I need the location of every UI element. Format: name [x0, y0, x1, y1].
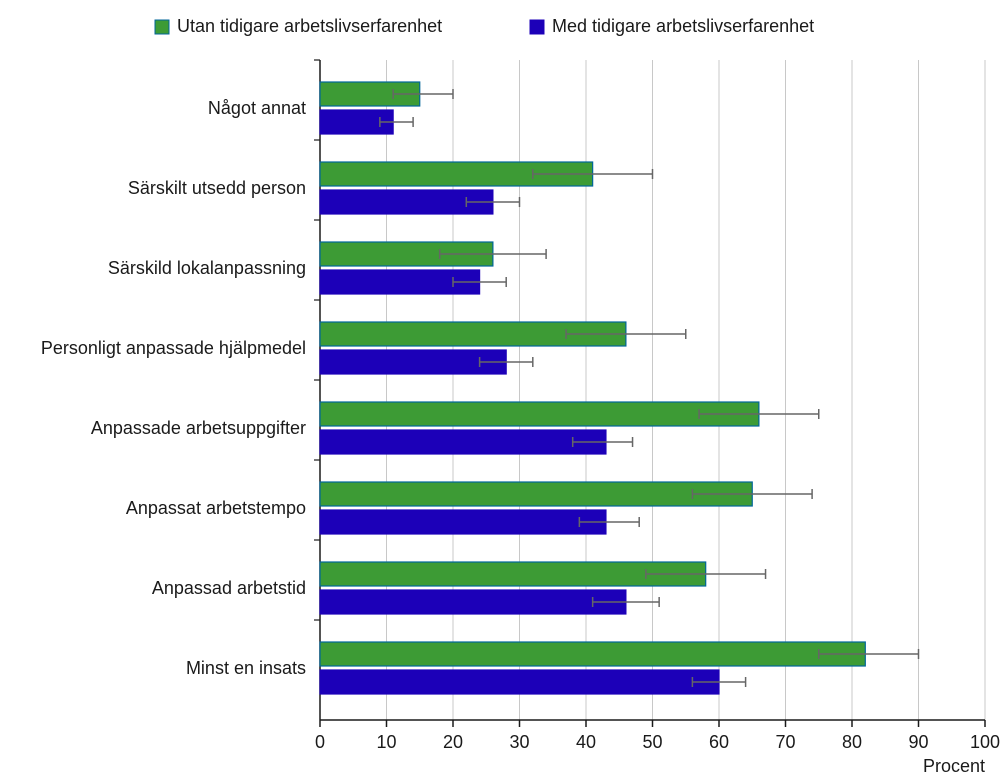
x-tick-label: 50: [642, 732, 662, 752]
category-label: Anpassat arbetstempo: [126, 498, 306, 518]
chart-container: 0 10 20 30 40 50 60 70 80 90 100 Procent Något annat…: [0, 0, 1005, 778]
x-tick-label: 100: [970, 732, 1000, 752]
category-label: Anpassade arbetsuppgifter: [91, 418, 306, 438]
bar: [320, 642, 865, 666]
x-tick-label: 20: [443, 732, 463, 752]
x-tick-label: 10: [376, 732, 396, 752]
category-label: Något annat: [208, 98, 306, 118]
category-label: Särskild lokalanpassning: [108, 258, 306, 278]
bar: [320, 670, 719, 694]
x-tick-label: 40: [576, 732, 596, 752]
bar: [320, 482, 752, 506]
legend-label: Med tidigare arbetslivserfarenhet: [552, 16, 814, 36]
legend-swatch: [155, 20, 169, 34]
x-tick-label: 70: [775, 732, 795, 752]
bar: [320, 402, 759, 426]
x-axis-title: Procent: [923, 756, 985, 776]
legend-label: Utan tidigare arbetslivserfarenhet: [177, 16, 442, 36]
x-tick-label: 60: [709, 732, 729, 752]
x-tick-label: 30: [509, 732, 529, 752]
bar: [320, 510, 606, 534]
x-tick-label: 90: [908, 732, 928, 752]
x-tick-label: 80: [842, 732, 862, 752]
category-label: Anpassad arbetstid: [152, 578, 306, 598]
horizontal-bar-chart: 0 10 20 30 40 50 60 70 80 90 100 Procent Något annat…: [0, 0, 1005, 778]
category-label: Minst en insats: [186, 658, 306, 678]
category-label: Personligt anpassade hjälpmedel: [41, 338, 306, 358]
x-tick-label: 0: [315, 732, 325, 752]
category-label: Särskilt utsedd person: [128, 178, 306, 198]
bar: [320, 590, 626, 614]
bar: [320, 430, 606, 454]
bar: [320, 350, 506, 374]
legend-swatch: [530, 20, 544, 34]
